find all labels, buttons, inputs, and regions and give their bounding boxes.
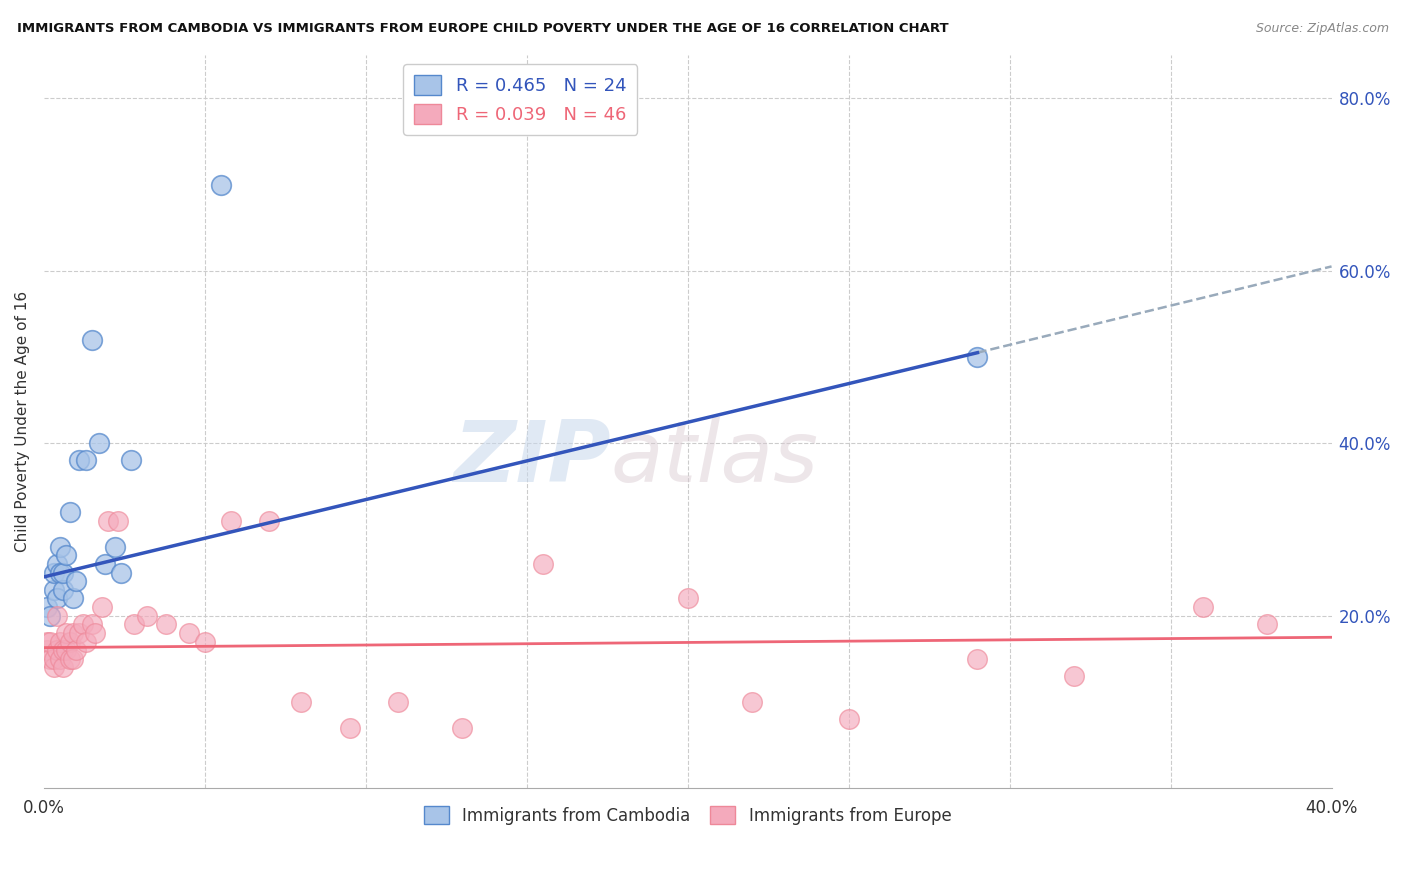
Point <box>290 695 312 709</box>
Point <box>49 540 72 554</box>
Point <box>966 652 988 666</box>
Point <box>122 617 145 632</box>
Point <box>1256 617 1278 632</box>
Point <box>42 652 65 666</box>
Point <box>49 566 72 580</box>
Point <box>55 626 77 640</box>
Point <box>387 695 409 709</box>
Text: atlas: atlas <box>610 417 818 500</box>
Point <box>55 549 77 563</box>
Point <box>55 643 77 657</box>
Y-axis label: Child Poverty Under the Age of 16: Child Poverty Under the Age of 16 <box>15 291 30 552</box>
Point <box>62 591 84 606</box>
Point <box>177 626 200 640</box>
Point <box>75 634 97 648</box>
Point <box>97 514 120 528</box>
Point <box>37 634 59 648</box>
Point <box>59 505 82 519</box>
Point <box>52 582 75 597</box>
Point <box>62 626 84 640</box>
Point <box>1063 669 1085 683</box>
Point <box>1191 600 1213 615</box>
Point <box>94 557 117 571</box>
Point <box>838 712 860 726</box>
Point <box>59 634 82 648</box>
Point <box>42 660 65 674</box>
Point <box>155 617 177 632</box>
Point <box>741 695 763 709</box>
Point <box>451 721 474 735</box>
Point <box>45 591 67 606</box>
Point <box>110 566 132 580</box>
Text: ZIP: ZIP <box>453 417 610 500</box>
Point <box>104 540 127 554</box>
Point <box>676 591 699 606</box>
Point <box>966 350 988 364</box>
Point <box>52 643 75 657</box>
Point <box>52 660 75 674</box>
Point <box>42 566 65 580</box>
Point <box>45 557 67 571</box>
Point <box>67 453 90 467</box>
Point <box>84 626 107 640</box>
Point <box>42 582 65 597</box>
Point <box>37 643 59 657</box>
Point <box>531 557 554 571</box>
Point <box>37 600 59 615</box>
Point <box>194 634 217 648</box>
Point <box>219 514 242 528</box>
Point <box>82 333 104 347</box>
Point <box>339 721 361 735</box>
Point <box>62 652 84 666</box>
Point <box>65 574 87 589</box>
Point <box>257 514 280 528</box>
Point <box>67 626 90 640</box>
Point <box>52 566 75 580</box>
Point <box>72 617 94 632</box>
Point <box>135 608 157 623</box>
Point <box>90 600 112 615</box>
Legend: Immigrants from Cambodia, Immigrants from Europe: Immigrants from Cambodia, Immigrants fro… <box>418 799 959 831</box>
Point <box>59 652 82 666</box>
Point <box>209 178 232 192</box>
Point <box>87 436 110 450</box>
Point <box>45 608 67 623</box>
Point <box>49 634 72 648</box>
Point <box>49 652 72 666</box>
Point <box>82 617 104 632</box>
Point <box>45 643 67 657</box>
Point <box>39 652 62 666</box>
Point <box>75 453 97 467</box>
Point <box>39 608 62 623</box>
Point <box>65 643 87 657</box>
Point <box>120 453 142 467</box>
Point <box>107 514 129 528</box>
Text: Source: ZipAtlas.com: Source: ZipAtlas.com <box>1256 22 1389 36</box>
Point <box>39 634 62 648</box>
Text: IMMIGRANTS FROM CAMBODIA VS IMMIGRANTS FROM EUROPE CHILD POVERTY UNDER THE AGE O: IMMIGRANTS FROM CAMBODIA VS IMMIGRANTS F… <box>17 22 949 36</box>
